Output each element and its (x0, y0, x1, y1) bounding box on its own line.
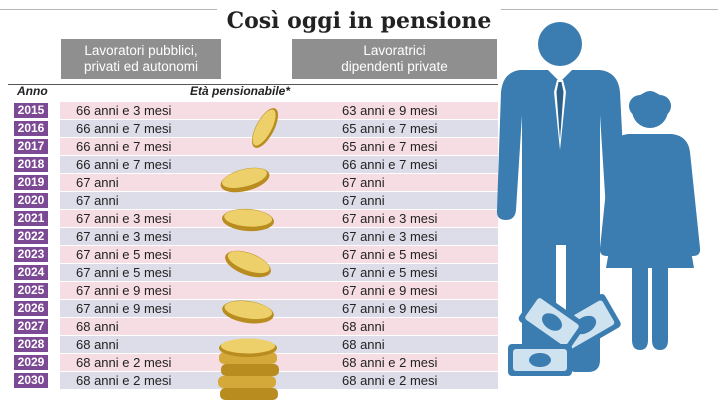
retirement-age-women-private: 67 anni (342, 175, 385, 190)
retirement-age-women-private: 63 anni e 9 mesi (342, 103, 438, 118)
row-stripe (60, 300, 498, 317)
year-badge: 2024 (14, 265, 48, 280)
retirement-age-women-private: 65 anni e 7 mesi (342, 121, 438, 136)
year-badge: 2017 (14, 139, 48, 154)
row-stripe (60, 102, 498, 119)
retirement-age-women-private: 68 anni (342, 319, 385, 334)
column-header-group2-line1: Lavoratrici (363, 43, 426, 58)
retirement-age-women-private: 68 anni e 2 mesi (342, 373, 438, 388)
retirement-age-general: 67 anni (76, 193, 119, 208)
subheader-label: Età pensionabile* (190, 84, 291, 98)
year-badge: 2022 (14, 229, 48, 244)
retirement-age-general: 67 anni e 3 mesi (76, 229, 172, 244)
table-row: 2020 67 anni 67 anni (12, 192, 498, 209)
retirement-age-general: 67 anni e 3 mesi (76, 211, 172, 226)
row-stripe (60, 174, 498, 191)
row-stripe (60, 282, 498, 299)
row-stripe (60, 336, 498, 353)
page-title: Così oggi in pensione (0, 8, 718, 34)
row-stripe (60, 246, 498, 263)
retirement-age-general: 66 anni e 7 mesi (76, 157, 172, 172)
table-row: 2027 68 anni 68 anni (12, 318, 498, 335)
table-row: 2019 67 anni 67 anni (12, 174, 498, 191)
year-badge: 2025 (14, 283, 48, 298)
table-row: 2022 67 anni e 3 mesi 67 anni e 3 mesi (12, 228, 498, 245)
retirement-age-women-private: 67 anni e 5 mesi (342, 247, 438, 262)
year-badge: 2028 (14, 337, 48, 352)
column-header-group1: Lavoratori pubblici, privati ed autonomi (61, 39, 221, 79)
retirement-age-general: 68 anni (76, 319, 119, 334)
year-badge: 2026 (14, 301, 48, 316)
table-row: 2018 66 anni e 7 mesi 66 anni e 7 mesi (12, 156, 498, 173)
coin-stack-icon (218, 338, 279, 400)
retirement-age-women-private: 67 anni (342, 193, 385, 208)
table-row: 2016 66 anni e 7 mesi 65 anni e 7 mesi (12, 120, 498, 137)
retirement-age-women-private: 66 anni e 7 mesi (342, 157, 438, 172)
retirement-age-women-private: 67 anni e 9 mesi (342, 301, 438, 316)
year-badge: 2030 (14, 373, 48, 388)
table-row: 2023 67 anni e 5 mesi 67 anni e 5 mesi (12, 246, 498, 263)
row-stripe (60, 228, 498, 245)
falling-coins-icon (218, 108, 279, 400)
table-row: 2029 68 anni e 2 mesi 68 anni e 2 mesi (12, 354, 498, 371)
table-row: 2028 68 anni 68 anni (12, 336, 498, 353)
retirement-age-women-private: 67 anni e 9 mesi (342, 283, 438, 298)
year-column-label: Anno (17, 84, 48, 98)
column-header-group1-line1: Lavoratori pubblici, (84, 43, 198, 58)
column-header-group1-line2: privati ed autonomi (83, 59, 199, 74)
banknotes-icon (508, 291, 621, 376)
row-stripe (60, 264, 498, 281)
woman-figure-icon (599, 91, 701, 350)
row-stripe (60, 192, 498, 209)
retirement-age-women-private: 65 anni e 7 mesi (342, 139, 438, 154)
retirement-age-general: 67 anni e 9 mesi (76, 301, 172, 316)
column-header-group2-line2: dipendenti private (341, 59, 448, 74)
year-badge: 2021 (14, 211, 48, 226)
retirement-age-women-private: 68 anni (342, 337, 385, 352)
table-row: 2021 67 anni e 3 mesi 67 anni e 3 mesi (12, 210, 498, 227)
table-row: 2025 67 anni e 9 mesi 67 anni e 9 mesi (12, 282, 498, 299)
year-badge: 2015 (14, 103, 48, 118)
year-badge: 2023 (14, 247, 48, 262)
year-badge: 2018 (14, 157, 48, 172)
table-row: 2030 68 anni e 2 mesi 68 anni e 2 mesi (12, 372, 498, 389)
row-stripe (60, 210, 498, 227)
retirement-age-general: 67 anni (76, 175, 119, 190)
retirement-age-general: 66 anni e 7 mesi (76, 139, 172, 154)
retirement-age-women-private: 68 anni e 2 mesi (342, 355, 438, 370)
year-badge: 2029 (14, 355, 48, 370)
header-rule (8, 84, 498, 85)
table-row: 2017 66 anni e 7 mesi 65 anni e 7 mesi (12, 138, 498, 155)
retirement-age-general: 68 anni e 2 mesi (76, 355, 172, 370)
man-figure-icon (496, 22, 626, 372)
retirement-age-general: 67 anni e 9 mesi (76, 283, 172, 298)
retirement-age-general: 67 anni e 5 mesi (76, 265, 172, 280)
table-row: 2024 67 anni e 5 mesi 67 anni e 5 mesi (12, 264, 498, 281)
column-header-group2: Lavoratrici dipendenti private (292, 39, 497, 79)
row-stripe (60, 354, 498, 371)
row-stripe (60, 372, 498, 389)
table-row: 2015 66 anni e 3 mesi 63 anni e 9 mesi (12, 102, 498, 119)
year-badge: 2019 (14, 175, 48, 190)
retirement-age-general: 66 anni e 7 mesi (76, 121, 172, 136)
retirement-age-general: 68 anni (76, 337, 119, 352)
retirement-age-general: 66 anni e 3 mesi (76, 103, 172, 118)
year-badge: 2027 (14, 319, 48, 334)
retirement-age-women-private: 67 anni e 3 mesi (342, 211, 438, 226)
row-stripe (60, 138, 498, 155)
retirement-age-general: 68 anni e 2 mesi (76, 373, 172, 388)
retirement-age-women-private: 67 anni e 5 mesi (342, 265, 438, 280)
year-badge: 2020 (14, 193, 48, 208)
row-stripe (60, 156, 498, 173)
retirement-age-women-private: 67 anni e 3 mesi (342, 229, 438, 244)
retirement-age-general: 67 anni e 5 mesi (76, 247, 172, 262)
table-row: 2026 67 anni e 9 mesi 67 anni e 9 mesi (12, 300, 498, 317)
year-badge: 2016 (14, 121, 48, 136)
row-stripe (60, 120, 498, 137)
row-stripe (60, 318, 498, 335)
